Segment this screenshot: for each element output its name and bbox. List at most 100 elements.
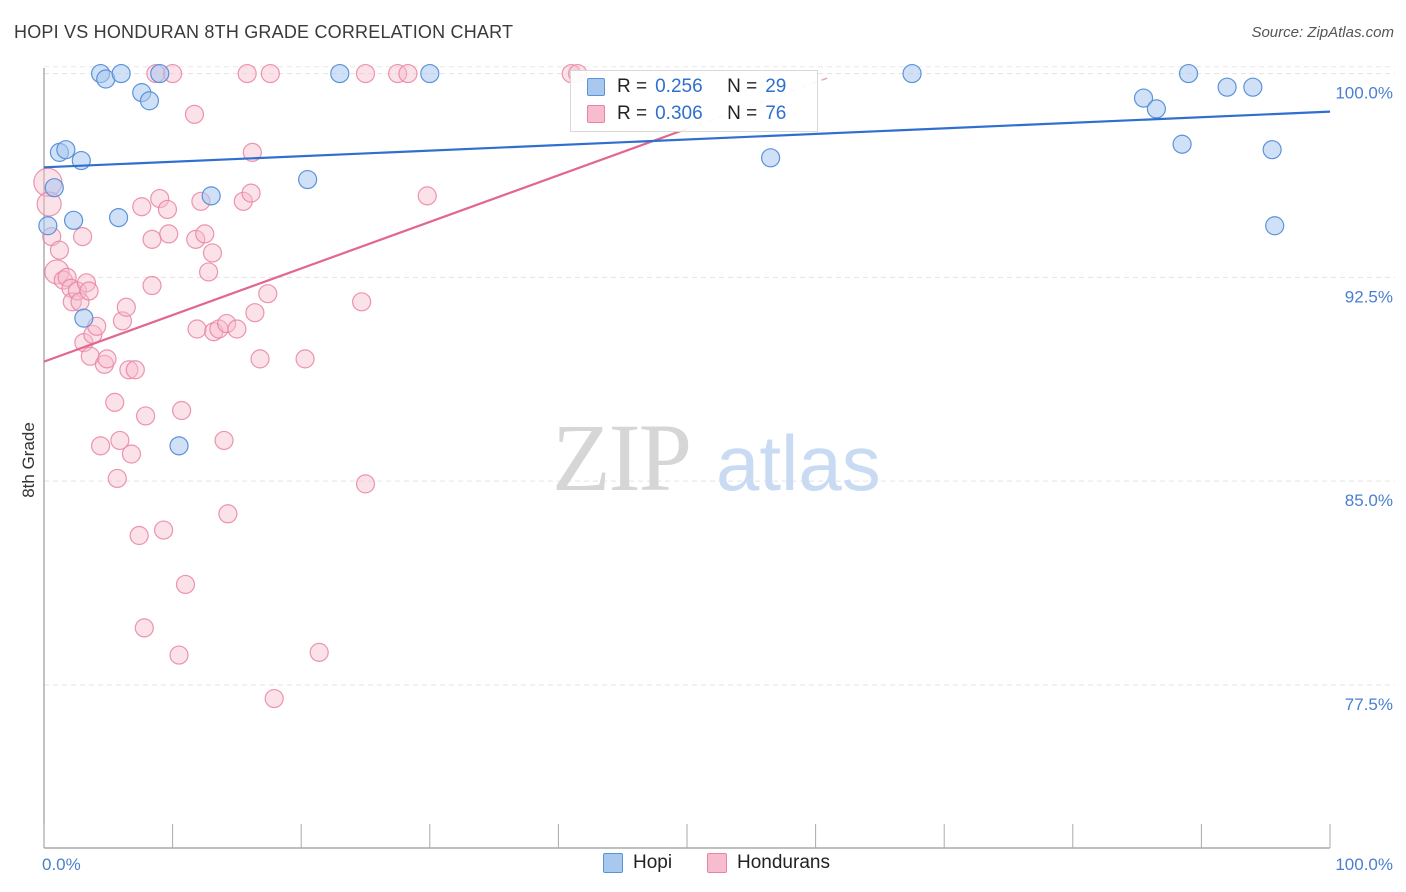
hondurans-point [134,618,154,638]
hondurans-point [187,319,207,339]
hondurans-point [135,406,156,426]
hondurans-point [355,63,376,84]
watermark-zip: ZIP [552,404,690,511]
hondurans-point [199,262,219,282]
hondurans-point [217,313,237,334]
hondurans-point [309,642,329,662]
y-axis-label: 8th Grade [19,422,38,498]
hopi-point [1217,77,1237,97]
legend-n-label: N = [727,103,758,124]
hondurans-point [218,504,238,524]
hopi-point [1265,216,1285,236]
hondurans-point [260,63,280,84]
hondurans-point [195,224,215,244]
hondurans-point [142,229,162,249]
hondurans-point [172,400,192,421]
legend-label-hopi: Hopi [633,852,673,873]
hondurans-point [355,474,376,494]
hondurans-point [44,259,70,285]
hondurans-point [417,186,437,206]
hondurans-point [159,224,179,244]
y-tick-label: 100.0% [1335,84,1393,103]
hondurans-point [237,63,257,84]
hopi-point [902,63,922,84]
hondurans-point [157,199,178,220]
hondurans-point [97,349,117,369]
legend-item-hondurans[interactable]: Hondurans [707,852,830,874]
hondurans-point [142,275,162,296]
hondurans-point [184,104,205,124]
hopi-point [420,63,440,84]
hondurans-point [90,436,111,456]
hopi-point [44,178,64,198]
hondurans-point [295,349,315,369]
hopi-point [74,308,94,328]
hondurans-point [150,188,170,209]
y-tick-label: 85.0% [1345,491,1393,510]
hondurans-point [62,292,82,312]
hondurans-point [119,360,139,380]
hondurans-point [398,63,418,84]
chart-title: HOPI VS HONDURAN 8TH GRADE CORRELATION C… [14,22,514,42]
hopi-point [56,140,76,160]
hopi-swatch [587,78,605,96]
hondurans-point [233,191,253,211]
hopi-points [38,63,1285,456]
hondurans-point [49,240,70,260]
hondurans-points [33,63,588,709]
tick-labels: 77.5% 85.0% 92.5% 100.0% 0.0% 100.0% [42,84,1393,874]
hopi-point [1133,88,1154,108]
legend-item-hopi[interactable]: Hopi [603,852,672,874]
legend-r-label: R = [617,103,648,124]
hondurans-point [245,303,265,323]
legend-row-hondurans: R = 0.306 N = 76 [587,102,786,126]
hondurans-point [242,142,262,162]
legend-r-value: 0.306 [655,103,703,124]
hondurans-point [132,197,152,217]
hondurans-point [72,227,93,247]
hopi-point [63,210,84,230]
hopi-point [38,216,58,236]
legend-n-label: N = [727,76,758,97]
legend-label-hondurans: Hondurans [737,852,830,873]
watermark: ZIP atlas [552,404,881,511]
hondurans-point [105,392,125,412]
hopi-point [1178,63,1199,84]
hopi-point [201,186,221,206]
legend-row-hopi: R = 0.256 N = 29 [587,75,786,99]
hopi-point [1243,77,1263,97]
hondurans-point [110,430,130,451]
x-tick-label: 100.0% [1335,855,1393,874]
legend-r-label: R = [617,76,648,97]
hopi-point [330,63,350,84]
axes [43,68,1331,849]
hondurans-point [214,430,234,451]
hondurans-point [258,284,278,304]
hondurans-point [264,688,284,709]
hopi-point [1172,134,1192,154]
hopi-point [108,208,129,228]
hondurans-point [125,360,145,380]
hopi-point [150,63,170,84]
hondurans-point [241,183,261,203]
legend-n-value: 29 [765,76,787,97]
hondurans-point [175,574,196,595]
hondurans-swatch [587,105,605,123]
hopi-point [760,148,781,168]
hopi-point [1262,140,1282,160]
hopi-point [169,436,189,456]
hondurans-trend-line [43,127,688,363]
hopi-point [298,169,318,190]
hondurans-point [250,349,270,369]
hondurans-point [202,243,223,263]
hondurans-point [79,281,99,301]
x-tick-label: 0.0% [42,855,81,874]
y-tick-label: 92.5% [1345,287,1393,306]
gridlines [44,66,1395,686]
hopi-swatch [603,853,623,873]
hopi-point [139,91,160,111]
hondurans-point [80,346,100,366]
hopi-point [1146,99,1166,119]
hondurans-point [129,525,149,546]
hondurans-point [388,63,408,84]
